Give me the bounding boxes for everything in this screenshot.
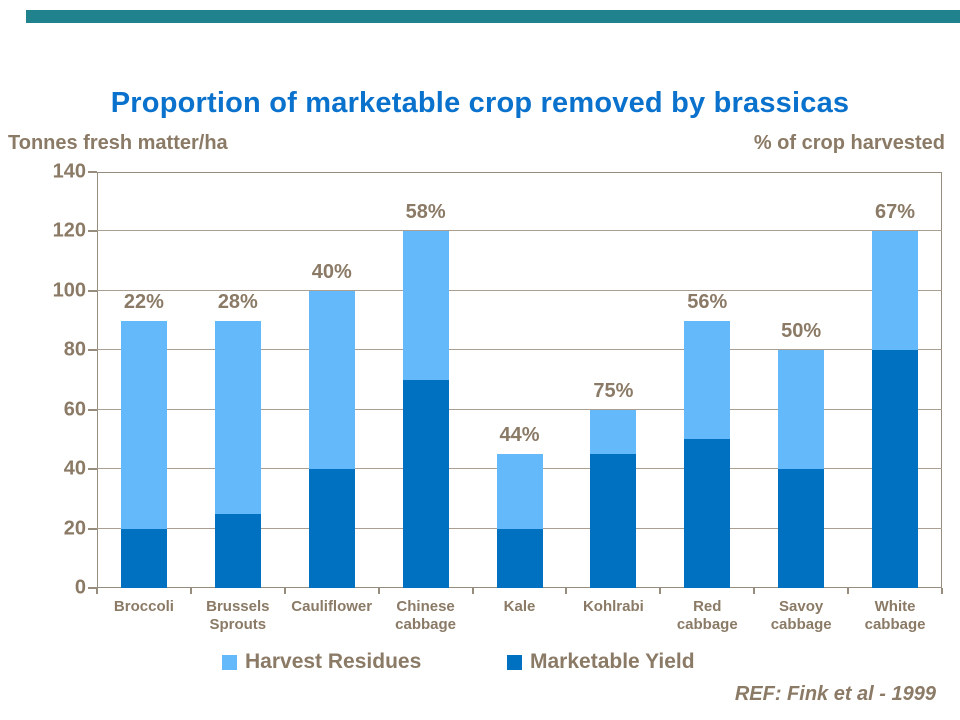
- legend-swatch-icon: [507, 655, 522, 670]
- bar-segment-harvest-residues: [778, 350, 825, 470]
- bar-segment-harvest-residues: [214, 320, 261, 514]
- bar-percent-label: 22%: [123, 290, 164, 313]
- bar-percent-label: 56%: [687, 290, 728, 313]
- legend-label: Harvest Residues: [245, 650, 422, 673]
- y-axis-tick-label: 80: [63, 338, 86, 361]
- bar-segment-marketable-yield: [872, 350, 919, 588]
- bar-percent-label: 44%: [499, 424, 540, 447]
- legend-label: Marketable Yield: [530, 650, 695, 673]
- y-axis-tick-label: 140: [52, 160, 86, 183]
- bar-segment-marketable-yield: [496, 528, 543, 588]
- bar-percent-label: 58%: [405, 201, 446, 224]
- bar-segment-marketable-yield: [214, 513, 261, 588]
- y-axis-tick-label: 40: [63, 457, 86, 480]
- gridline: [97, 349, 942, 351]
- bar-segment-harvest-residues: [684, 320, 731, 440]
- x-axis-category-label: Broccoli: [113, 598, 174, 615]
- bar-segment-harvest-residues: [496, 454, 543, 529]
- legend-entry-harvest-residues: Harvest Residues: [222, 650, 421, 675]
- x-axis-category-label: Brussels Sprouts: [206, 598, 270, 633]
- secondary-axis-title: % of crop harvested: [753, 132, 945, 154]
- bar-percent-label: 28%: [217, 290, 258, 313]
- y-axis-tick-label: 20: [63, 517, 86, 540]
- x-axis-tick-mark: [471, 588, 474, 594]
- chart-title: Proportion of marketable crop removed by…: [110, 87, 850, 120]
- bar-segment-harvest-residues: [402, 231, 449, 380]
- bar-segment-harvest-residues: [590, 409, 637, 455]
- gridline: [97, 408, 942, 410]
- x-axis-category-label: Savoy cabbage: [770, 598, 832, 633]
- gridline: [97, 289, 942, 291]
- x-axis-tick-mark: [753, 588, 756, 594]
- y-axis-tick-mark: [88, 527, 97, 530]
- plot-area: 22% 28% 40% 58% 44% 75% 56% 50% 67%: [97, 172, 942, 588]
- bar-segment-harvest-residues: [872, 231, 919, 351]
- y-axis-tick-label: 100: [52, 279, 86, 302]
- x-axis-tick-mark: [377, 588, 380, 594]
- x-axis-tick-mark: [283, 588, 286, 594]
- bar-segment-harvest-residues: [120, 320, 167, 529]
- bar-segment-marketable-yield: [590, 454, 637, 588]
- bar-percent-label: 75%: [593, 379, 634, 402]
- y-axis-tick-mark: [88, 289, 97, 292]
- x-axis-category-label: Kohlrabi: [582, 598, 644, 615]
- x-axis-tick-mark: [565, 588, 568, 594]
- y-axis-tick-label: 120: [52, 219, 86, 242]
- bar-segment-marketable-yield: [308, 469, 355, 588]
- legend-swatch-icon: [222, 655, 237, 670]
- y-axis-tick-mark: [88, 408, 97, 411]
- bar-segment-harvest-residues: [308, 290, 355, 470]
- y-axis-tick-mark: [88, 468, 97, 471]
- x-axis-tick-mark: [941, 588, 943, 594]
- x-axis-category-label: Chinese cabbage: [395, 598, 457, 633]
- bar-segment-marketable-yield: [120, 528, 167, 588]
- bar-segment-marketable-yield: [684, 439, 731, 588]
- x-axis-tick-mark: [96, 588, 98, 594]
- accent-bar: [26, 10, 960, 23]
- bar-percent-label: 67%: [875, 201, 916, 224]
- x-axis-tick-mark: [189, 588, 192, 594]
- reference-note: REF: Fink et al - 1999: [734, 683, 936, 705]
- x-axis-tick-mark: [659, 588, 662, 594]
- y-axis-tick-label: 0: [74, 576, 86, 599]
- x-axis-category-label: Cauliflower: [291, 598, 373, 615]
- bar-percent-label: 50%: [781, 320, 822, 343]
- bar-segment-marketable-yield: [778, 469, 825, 588]
- y-axis-tick-label: 60: [63, 398, 86, 421]
- legend-entry-marketable-yield: Marketable Yield: [507, 650, 695, 675]
- y-axis-tick-mark: [88, 230, 97, 233]
- bar-percent-label: 40%: [311, 260, 352, 283]
- y-axis-tick-mark: [88, 349, 97, 352]
- x-axis-category-label: White cabbage: [864, 598, 926, 633]
- y-axis-tick-mark: [88, 171, 97, 173]
- x-axis-tick-mark: [847, 588, 850, 594]
- y-axis-tick-mark: [88, 587, 97, 589]
- gridline: [97, 230, 942, 232]
- bar-segment-marketable-yield: [402, 380, 449, 588]
- x-axis-category-label: Kale: [503, 598, 536, 615]
- x-axis-category-label: Red cabbage: [676, 598, 738, 633]
- y-axis-title: Tonnes fresh matter/ha: [8, 132, 228, 154]
